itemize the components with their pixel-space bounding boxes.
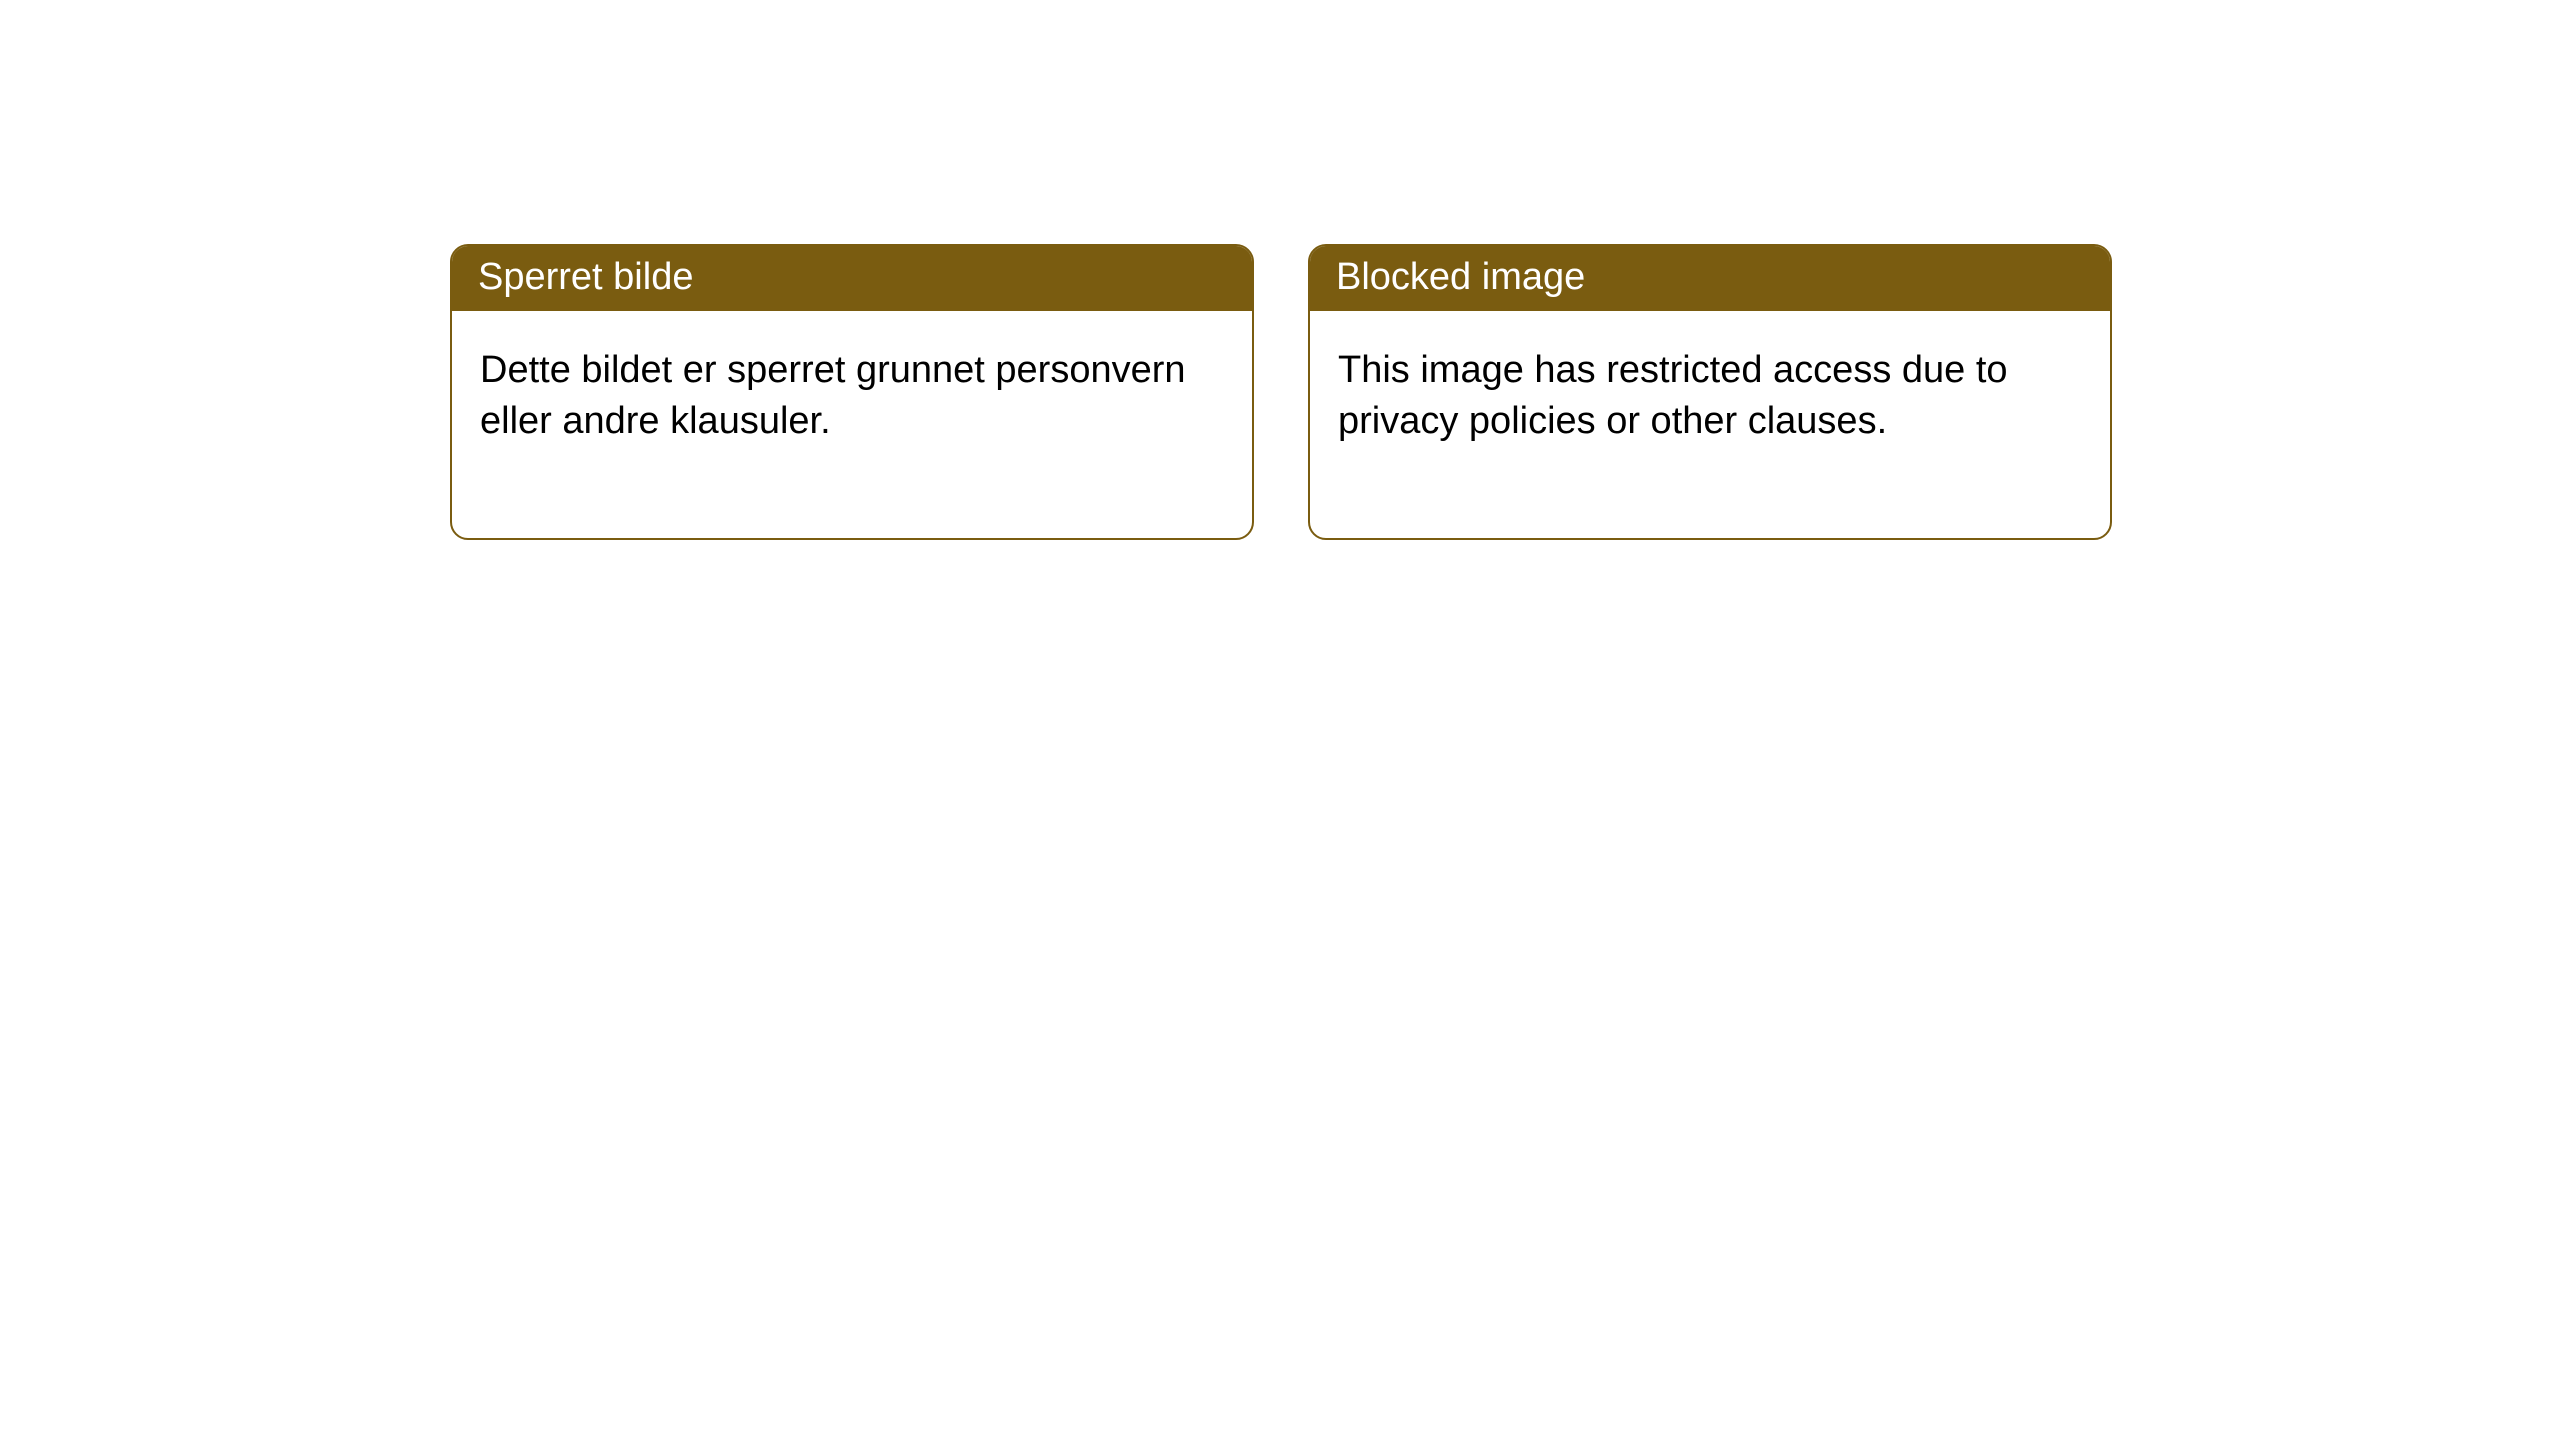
notice-container: Sperret bilde Dette bildet er sperret gr… — [450, 244, 2112, 540]
notice-card-english: Blocked image This image has restricted … — [1308, 244, 2112, 540]
notice-header: Sperret bilde — [452, 246, 1252, 311]
notice-body: This image has restricted access due to … — [1310, 311, 2110, 538]
notice-body: Dette bildet er sperret grunnet personve… — [452, 311, 1252, 538]
notice-header: Blocked image — [1310, 246, 2110, 311]
notice-card-norwegian: Sperret bilde Dette bildet er sperret gr… — [450, 244, 1254, 540]
